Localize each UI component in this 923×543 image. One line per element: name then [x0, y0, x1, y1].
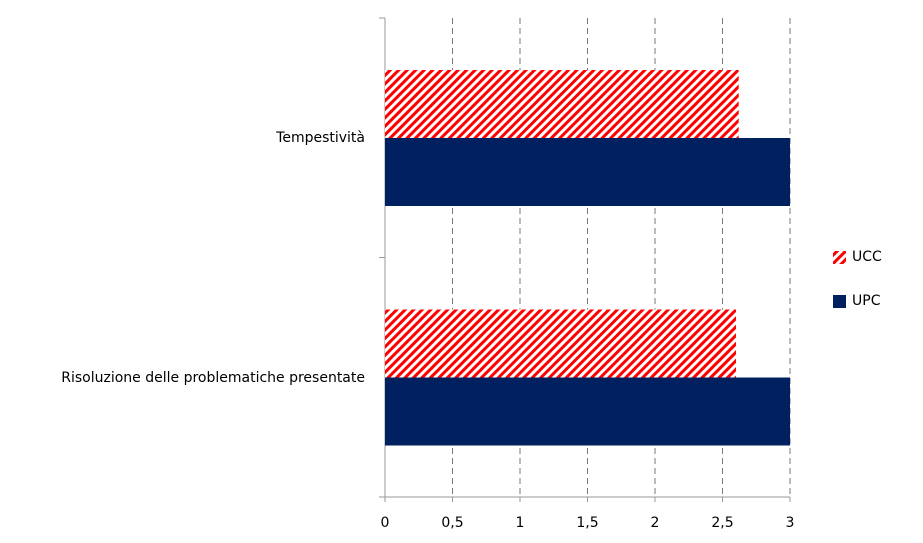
legend-label: UPC — [852, 293, 881, 309]
x-tick-label: 1 — [516, 515, 525, 531]
y-tick-label: Tempestività — [276, 130, 365, 146]
x-tick-label: 0,5 — [441, 515, 463, 531]
legend-label: UCC — [852, 249, 882, 265]
x-tick-label: 3 — [786, 515, 795, 531]
bar — [385, 138, 790, 206]
legend-swatch — [833, 251, 846, 264]
x-tick-label: 1,5 — [576, 515, 598, 531]
bar — [385, 70, 739, 138]
bar — [385, 309, 736, 378]
x-tick-label: 2,5 — [711, 515, 733, 531]
bar — [385, 377, 790, 446]
y-tick-label: Risoluzione delle problematiche presenta… — [61, 369, 365, 386]
x-tick-label: 0 — [381, 515, 390, 531]
x-tick-label: 2 — [651, 515, 660, 531]
legend-swatch — [833, 295, 846, 308]
